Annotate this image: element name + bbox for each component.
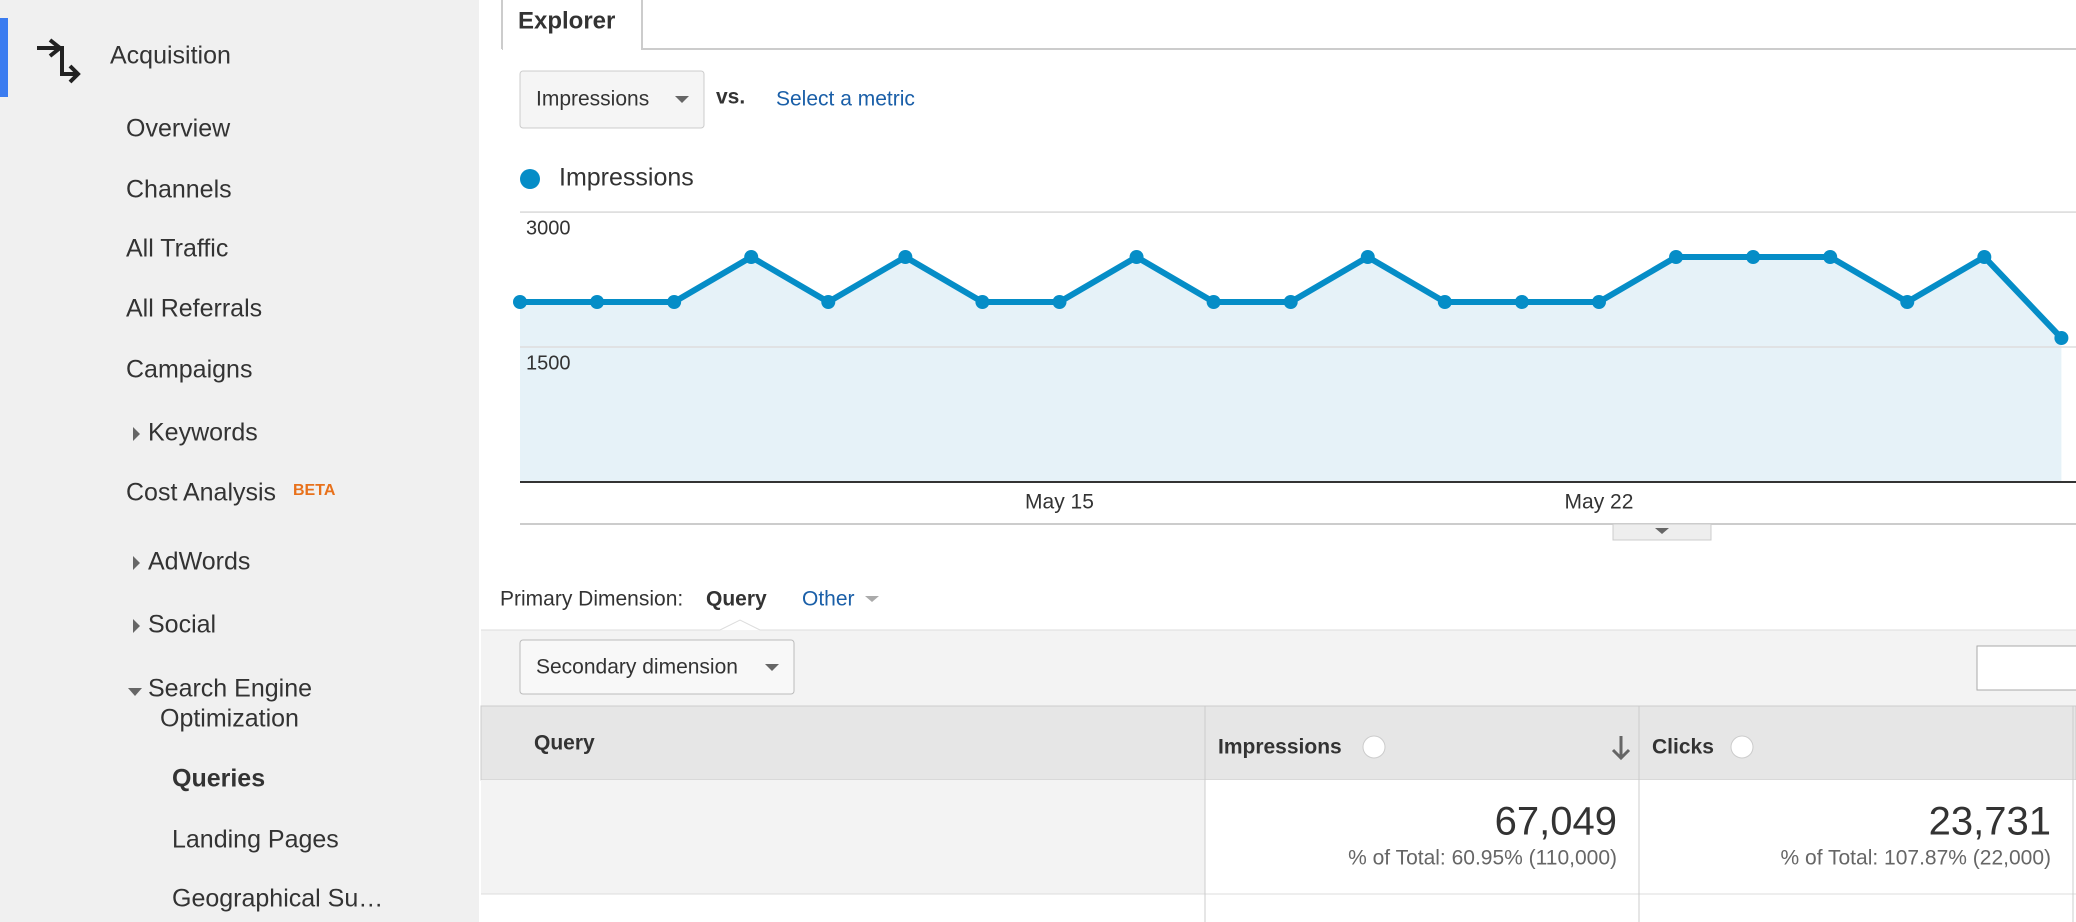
point xyxy=(975,295,990,309)
secondary-dimension-label[interactable]: Secondary dimension xyxy=(536,656,738,679)
column-dividers xyxy=(1204,706,2074,922)
point xyxy=(1977,250,1992,264)
nav-item[interactable]: Cost Analysis xyxy=(126,479,276,507)
search-input[interactable] xyxy=(1976,645,2076,691)
point xyxy=(2054,331,2069,345)
y-tick-label: 1500 xyxy=(526,352,571,374)
metric-dropdown-label[interactable]: Impressions xyxy=(536,88,649,111)
total-note: % of Total: 107.87% (22,000) xyxy=(1781,847,2051,870)
dropdown-arrow xyxy=(675,96,689,103)
totals-cell xyxy=(481,780,1205,894)
nav-item[interactable]: All Referrals xyxy=(126,295,262,323)
dropdown-arrow xyxy=(765,664,779,671)
point xyxy=(667,295,682,309)
point xyxy=(1129,250,1144,264)
column-header[interactable]: Impressions xyxy=(1218,736,1342,759)
x-tick-label: May 15 xyxy=(1025,491,1094,514)
point xyxy=(744,250,759,264)
total-note: % of Total: 60.95% (110,000) xyxy=(1348,847,1617,870)
acquisition-icon xyxy=(37,38,81,84)
help-icon[interactable] xyxy=(1730,735,1754,759)
vs-label: vs. xyxy=(716,86,745,109)
x-tick-label: May 22 xyxy=(1565,491,1634,514)
nav-subitem[interactable]: Landing Pages xyxy=(172,826,339,854)
expand-arrow[interactable] xyxy=(133,556,140,570)
point xyxy=(513,295,527,309)
point xyxy=(1514,295,1529,309)
sidebar xyxy=(0,0,479,922)
dropdown-arrow xyxy=(865,596,879,602)
point xyxy=(1360,250,1375,264)
point xyxy=(1206,295,1221,309)
chart: 1500 3000 May 15 May 22 xyxy=(513,211,2076,514)
table-header xyxy=(480,705,2076,781)
nav-item[interactable]: Campaigns xyxy=(126,356,252,384)
collapse-arrow[interactable] xyxy=(128,688,142,696)
area xyxy=(520,257,2062,482)
active-pointer xyxy=(719,619,761,631)
nav-item[interactable]: Keywords xyxy=(148,419,258,447)
toggle-arrow xyxy=(1655,528,1669,534)
expand-arrow[interactable] xyxy=(133,427,140,441)
nav-item[interactable]: All Traffic xyxy=(126,235,228,263)
nav-section[interactable]: Acquisition xyxy=(110,42,231,70)
column-header[interactable]: Clicks xyxy=(1652,736,1714,759)
total-value: 23,731 xyxy=(1929,800,2051,844)
point xyxy=(1746,250,1761,264)
nav-item[interactable]: Search Engine xyxy=(148,675,312,703)
nav-item[interactable]: Social xyxy=(148,611,216,639)
tab-outline xyxy=(501,0,643,49)
help-icon[interactable] xyxy=(1362,735,1386,759)
point xyxy=(1900,295,1915,309)
tab-label[interactable]: Explorer xyxy=(518,7,615,34)
point xyxy=(1823,250,1838,264)
tab[interactable] xyxy=(503,0,641,50)
nav-item[interactable]: Overview xyxy=(126,115,231,143)
expand-arrow[interactable] xyxy=(133,619,140,633)
nav-item[interactable]: AdWords xyxy=(148,548,250,576)
nav-subitem-active[interactable]: Queries xyxy=(172,765,265,793)
point xyxy=(1437,295,1452,309)
metric-dropdown[interactable] xyxy=(519,70,705,129)
beta-badge: BETA xyxy=(293,482,336,499)
point xyxy=(1669,250,1684,264)
total-value: 67,049 xyxy=(1495,800,1617,844)
y-tick-label: 3000 xyxy=(526,217,571,239)
active-indicator xyxy=(0,18,8,97)
nav-item[interactable]: Optimization xyxy=(160,705,299,733)
totals-cell xyxy=(1205,780,2076,894)
point xyxy=(1052,295,1067,309)
primary-dimension-label: Primary Dimension: xyxy=(500,588,683,611)
nav-item[interactable]: Channels xyxy=(126,176,232,204)
legend-label: Impressions xyxy=(559,164,694,192)
point xyxy=(821,295,836,309)
secondary-dimension-dropdown[interactable] xyxy=(519,639,795,695)
point xyxy=(590,295,605,309)
point xyxy=(898,250,913,264)
primary-dimension-active[interactable]: Query xyxy=(706,588,767,611)
select-metric-link[interactable]: Select a metric xyxy=(776,88,915,111)
point xyxy=(1591,295,1606,309)
primary-dimension-other[interactable]: Other xyxy=(802,588,855,611)
nav-subitem[interactable]: Geographical Su… xyxy=(172,885,383,913)
sort-arrow[interactable] xyxy=(1611,736,1631,761)
point xyxy=(1283,295,1298,309)
column-header[interactable]: Query xyxy=(534,732,595,755)
legend-marker xyxy=(520,169,540,189)
